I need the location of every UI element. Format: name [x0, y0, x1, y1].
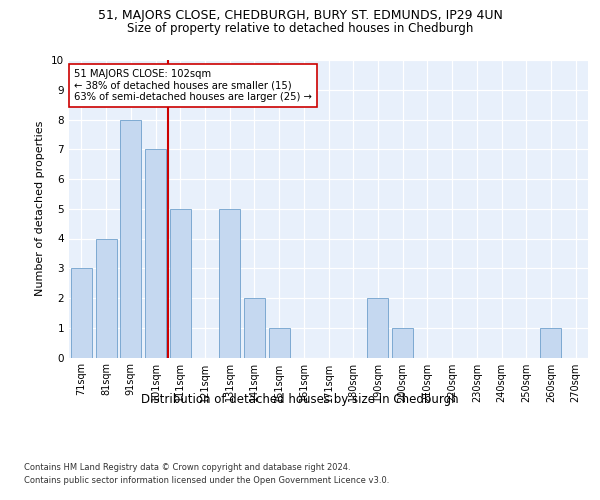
Bar [269, 328, 290, 358]
Bar [170, 209, 191, 358]
Bar [541, 328, 562, 358]
Text: Distribution of detached houses by size in Chedburgh: Distribution of detached houses by size … [141, 392, 459, 406]
Y-axis label: Number of detached properties: Number of detached properties [35, 121, 46, 296]
Bar [244, 298, 265, 358]
Bar [367, 298, 388, 358]
Text: Contains public sector information licensed under the Open Government Licence v3: Contains public sector information licen… [24, 476, 389, 485]
Bar [219, 209, 240, 358]
Text: Contains HM Land Registry data © Crown copyright and database right 2024.: Contains HM Land Registry data © Crown c… [24, 462, 350, 471]
Bar [145, 149, 166, 358]
Bar [120, 120, 141, 358]
Text: 51 MAJORS CLOSE: 102sqm
← 38% of detached houses are smaller (15)
63% of semi-de: 51 MAJORS CLOSE: 102sqm ← 38% of detache… [74, 69, 312, 102]
Bar [95, 238, 116, 358]
Text: 51, MAJORS CLOSE, CHEDBURGH, BURY ST. EDMUNDS, IP29 4UN: 51, MAJORS CLOSE, CHEDBURGH, BURY ST. ED… [98, 9, 502, 22]
Bar [392, 328, 413, 358]
Text: Size of property relative to detached houses in Chedburgh: Size of property relative to detached ho… [127, 22, 473, 35]
Bar [71, 268, 92, 358]
